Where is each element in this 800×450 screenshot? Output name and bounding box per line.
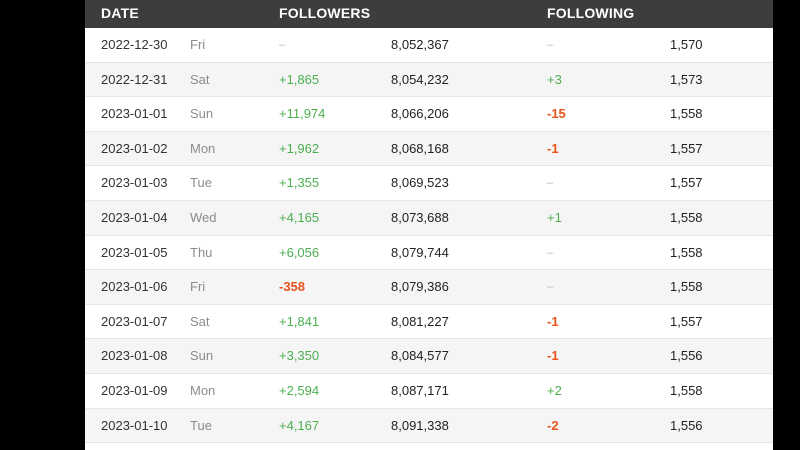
following-total-cell: 1,556 xyxy=(670,348,703,364)
table-header: DATE FOLLOWERS FOLLOWING xyxy=(85,0,773,28)
date-cell: 2023-01-07 xyxy=(101,313,168,329)
following-total-cell: 1,558 xyxy=(670,209,703,225)
followers-change-cell: +4,165 xyxy=(279,209,320,225)
followers-change-cell: +4,167 xyxy=(279,417,320,433)
following-change-cell: -1 xyxy=(547,140,559,156)
table-row: 2023-01-09 Mon +2,594 8,087,171 +2 1,558 xyxy=(85,374,773,409)
date-cell: 2023-01-09 xyxy=(101,382,168,398)
followers-total-cell: 8,066,206 xyxy=(391,106,449,122)
table-row: 2023-01-03 Tue +1,355 8,069,523 – 1,557 xyxy=(85,166,773,201)
following-total-cell: 1,558 xyxy=(670,106,703,122)
followers-total-cell: 8,052,367 xyxy=(391,37,449,52)
table-row: 2023-01-05 Thu +6,056 8,079,744 – 1,558 xyxy=(85,236,773,271)
following-change-cell: – xyxy=(547,177,554,190)
followers-total-cell: 8,087,171 xyxy=(391,382,449,398)
weekday-cell: Mon xyxy=(190,140,216,156)
following-total-cell: 1,573 xyxy=(670,71,703,87)
followers-total-cell: 8,079,744 xyxy=(391,244,449,260)
following-change-cell: -2 xyxy=(547,417,559,433)
weekday-cell: Tue xyxy=(190,175,212,191)
column-header-date[interactable]: DATE xyxy=(101,5,139,21)
weekday-cell: Sat xyxy=(190,313,210,329)
stats-table: DATE FOLLOWERS FOLLOWING 2022-12-30 Fri – 8… xyxy=(85,0,773,450)
followers-total-cell: 8,079,386 xyxy=(391,279,449,295)
column-header-followers[interactable]: FOLLOWERS xyxy=(279,5,371,21)
followers-total-cell: 8,084,577 xyxy=(391,348,449,364)
weekday-cell: Wed xyxy=(190,209,217,225)
following-total-cell: 1,558 xyxy=(670,382,703,398)
date-cell: 2023-01-02 xyxy=(101,140,168,156)
date-cell: 2023-01-05 xyxy=(101,244,168,260)
following-total-cell: 1,557 xyxy=(670,313,703,329)
followers-change-cell: – xyxy=(279,39,286,51)
weekday-cell: Sun xyxy=(190,348,214,364)
weekday-cell: Fri xyxy=(190,279,206,295)
column-header-following[interactable]: FOLLOWING xyxy=(547,5,635,21)
table-row: 2023-01-02 Mon +1,962 8,068,168 -1 1,557 xyxy=(85,131,773,167)
followers-total-cell: 8,081,227 xyxy=(391,313,449,329)
followers-change-cell: +2,594 xyxy=(279,382,320,398)
table-body: 2022-12-30 Fri – 8,052,367 – 1,570 2022-12-31 S… xyxy=(85,28,773,444)
followers-total-cell: 8,073,688 xyxy=(391,209,449,225)
following-total-cell: 1,557 xyxy=(670,175,703,191)
followers-total-cell: 8,068,168 xyxy=(391,140,449,156)
weekday-cell: Tue xyxy=(190,417,212,433)
following-change-cell: +1 xyxy=(547,209,562,225)
following-change-cell: – xyxy=(547,246,554,259)
followers-change-cell: +3,350 xyxy=(279,348,320,364)
table-row: 2023-01-01 Sun +11,974 8,066,206 -15 1,558 xyxy=(85,97,773,132)
table-row: 2022-12-31 Sat +1,865 8,054,232 +3 1,573 xyxy=(85,62,773,98)
table-row: 2023-01-10 Tue +4,167 8,091,338 -2 1,556 xyxy=(85,408,773,444)
date-cell: 2023-01-04 xyxy=(101,209,168,225)
followers-total-cell: 8,091,338 xyxy=(391,417,449,433)
table-row: 2023-01-07 Sat +1,841 8,081,227 -1 1,557 xyxy=(85,305,773,340)
following-total-cell: 1,570 xyxy=(670,37,703,52)
date-cell: 2022-12-31 xyxy=(101,71,168,87)
followers-total-cell: 8,054,232 xyxy=(391,71,449,87)
following-change-cell: +3 xyxy=(547,71,562,87)
followers-change-cell: +6,056 xyxy=(279,244,320,260)
date-cell: 2023-01-03 xyxy=(101,175,168,191)
following-change-cell: -1 xyxy=(547,348,559,364)
followers-change-cell: +1,355 xyxy=(279,175,320,191)
weekday-cell: Sun xyxy=(190,106,214,122)
date-cell: 2022-12-30 xyxy=(101,37,168,52)
weekday-cell: Thu xyxy=(190,244,213,260)
following-total-cell: 1,556 xyxy=(670,417,703,433)
date-cell: 2023-01-08 xyxy=(101,348,168,364)
following-change-cell: +2 xyxy=(547,382,562,398)
following-change-cell: -1 xyxy=(547,313,559,329)
followers-change-cell: +11,974 xyxy=(279,106,326,122)
table-row: 2023-01-08 Sun +3,350 8,084,577 -1 1,556 xyxy=(85,339,773,374)
following-total-cell: 1,558 xyxy=(670,244,703,260)
following-change-cell: – xyxy=(547,281,554,294)
followers-total-cell: 8,069,523 xyxy=(391,175,449,191)
following-change-cell: -15 xyxy=(547,106,566,122)
table-row: 2023-01-06 Fri -358 8,079,386 – 1,558 xyxy=(85,270,773,305)
table-row: 2023-01-04 Wed +4,165 8,073,688 +1 1,558 xyxy=(85,200,773,236)
date-cell: 2023-01-06 xyxy=(101,279,168,295)
weekday-cell: Sat xyxy=(190,71,210,87)
date-cell: 2023-01-10 xyxy=(101,417,168,433)
followers-change-cell: +1,841 xyxy=(279,313,320,329)
followers-change-cell: +1,865 xyxy=(279,71,320,87)
table-row: 2022-12-30 Fri – 8,052,367 – 1,570 xyxy=(85,28,773,63)
following-change-cell: – xyxy=(547,39,554,51)
date-cell: 2023-01-01 xyxy=(101,106,168,122)
weekday-cell: Mon xyxy=(190,382,216,398)
followers-change-cell: -358 xyxy=(279,279,306,295)
followers-change-cell: +1,962 xyxy=(279,140,320,156)
weekday-cell: Fri xyxy=(190,37,206,52)
following-total-cell: 1,558 xyxy=(670,279,703,295)
following-total-cell: 1,557 xyxy=(670,140,703,156)
